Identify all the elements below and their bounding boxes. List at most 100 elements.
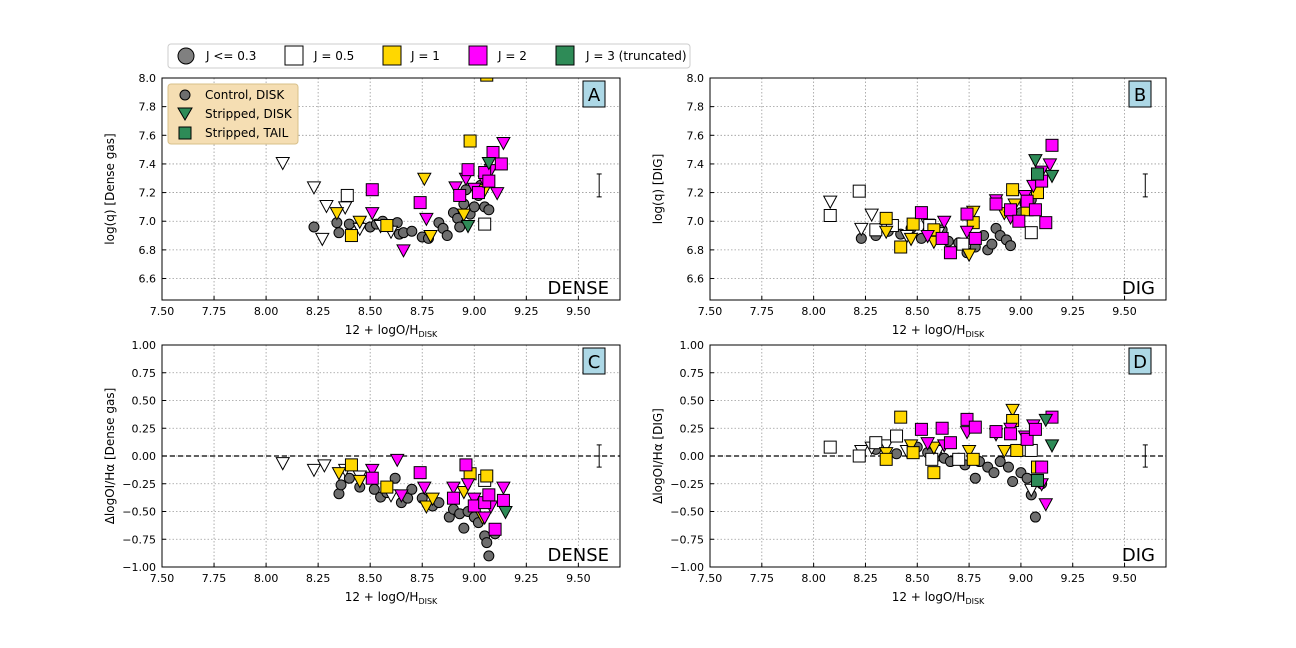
y-tick-label: 0.00 (680, 450, 705, 463)
x-tick-label: 8.00 (801, 305, 826, 318)
data-point-stripped-tail-j1 (480, 469, 494, 483)
panel-annotation: DIG (1122, 545, 1155, 566)
data-point-stripped-tail-j2 (968, 231, 982, 245)
x-tick-label: 9.00 (1009, 305, 1034, 318)
x-axis-label: 12 + logO/HDISK (345, 323, 438, 339)
y-tick-label: −0.50 (670, 506, 704, 519)
y-tick-label: −0.75 (670, 533, 704, 546)
data-point-stripped-disk-j1 (961, 248, 977, 263)
data-point-control-disk (308, 221, 320, 233)
panel-label: D (1133, 352, 1147, 373)
y-tick-label: 1.00 (132, 339, 157, 352)
y-tick-label: 0.75 (680, 367, 705, 380)
legend-label-j2: J = 2 (497, 49, 527, 63)
x-tick-label: 8.25 (853, 572, 878, 585)
data-markers (823, 403, 1060, 523)
data-point-stripped-disk-j2 (920, 437, 935, 451)
data-point-stripped-tail-j05 (852, 184, 866, 198)
data-point-stripped-tail-j2 (1045, 138, 1059, 152)
legend-label-j1: J = 1 (410, 49, 440, 63)
data-point-stripped-tail-j2 (960, 207, 974, 221)
y-tick-label: 6.8 (687, 244, 705, 257)
data-point-stripped-tail-j1 (463, 134, 477, 148)
data-point-stripped-tail-j1 (1010, 443, 1024, 457)
x-tick-label: 7.50 (698, 305, 723, 318)
data-point-stripped-tail-j2 (914, 422, 928, 436)
y-tick-label: −1.00 (122, 561, 156, 574)
legend-label-j3: J = 3 (truncated) (585, 49, 687, 63)
data-point-stripped-tail-j2 (1004, 427, 1018, 441)
data-point-stripped-disk-j3 (498, 506, 513, 520)
y-tick-label: 7.0 (687, 215, 705, 228)
x-tick-label: 8.75 (410, 572, 435, 585)
data-point-stripped-tail-j2 (471, 186, 485, 200)
inner-legend-label-stripped-tail: Stripped, TAIL (205, 126, 289, 140)
data-point-control-disk (891, 448, 903, 460)
data-point-stripped-disk-j1 (878, 225, 894, 240)
data-point-stripped-tail-j1 (906, 446, 920, 460)
data-point-stripped-tail-j1 (344, 229, 358, 243)
data-point-control-disk (1007, 476, 1019, 488)
data-point-stripped-tail-j1 (966, 452, 980, 466)
data-point-stripped-tail-j1 (879, 452, 893, 466)
y-tick-label: 7.8 (687, 101, 705, 114)
x-tick-label: 8.25 (306, 572, 331, 585)
data-point-stripped-tail-j1 (879, 211, 893, 225)
data-point-stripped-tail-j2 (486, 145, 500, 159)
data-point-stripped-tail-j2 (1028, 422, 1042, 436)
data-point-control-disk (481, 537, 493, 549)
data-point-stripped-tail-j2 (496, 493, 510, 507)
data-point-stripped-disk-j05 (275, 157, 291, 171)
panel-annotation: DIG (1122, 278, 1155, 299)
data-point-stripped-tail-j05 (869, 223, 883, 237)
y-tick-label: 0.25 (680, 422, 705, 435)
x-tick-label: 7.50 (150, 305, 175, 318)
data-point-control-disk (1029, 511, 1041, 523)
x-tick-label: 9.00 (1009, 572, 1034, 585)
data-point-stripped-tail-j2 (413, 196, 427, 210)
panel-label-box (582, 347, 606, 375)
data-point-stripped-disk-j2 (1038, 498, 1054, 512)
panel-D: 7.50 7.75 8.00 8.25 8.50 8.75 9.00 9.25 9.50 −1.0… (651, 339, 1167, 606)
data-point-stripped-tail-j2 (943, 246, 957, 260)
data-point-stripped-tail-j2 (494, 157, 508, 171)
y-tick-label: −0.25 (122, 478, 156, 491)
data-point-stripped-tail-j2 (935, 421, 949, 435)
data-point-stripped-disk-j2 (396, 244, 411, 258)
plot-frame (709, 344, 1167, 568)
data-point-control-disk (986, 238, 998, 250)
x-axis-label-main: 12 + logO/H (892, 590, 966, 604)
x-axis-label: 12 + logO/HDISK (892, 590, 985, 606)
inner-legend-label-control: Control, DISK (205, 88, 285, 102)
data-point-control-disk (1005, 240, 1017, 252)
inner-legend-label-stripped-disk: Stripped, DISK (205, 107, 293, 121)
panel-annotation: DENSE (548, 278, 610, 299)
legend-label-j05: J = 0.5 (313, 49, 354, 63)
data-point-stripped-disk-j05 (275, 457, 291, 471)
x-tick-label: 9.00 (462, 572, 487, 585)
data-point-control-disk (483, 550, 495, 562)
data-point-stripped-disk-j2 (496, 136, 511, 151)
data-point-stripped-disk-j2 (416, 481, 432, 496)
panel-label: C (588, 352, 601, 373)
data-point-control-disk (994, 456, 1006, 468)
y-tick-label: 7.2 (139, 187, 157, 200)
x-tick-label: 7.75 (750, 572, 775, 585)
x-axis-label-main: 12 + logO/H (892, 323, 966, 337)
y-tick-label: 6.6 (687, 273, 705, 286)
data-point-stripped-tail-j05 (952, 452, 966, 466)
data-point-stripped-disk-j1 (352, 474, 368, 489)
inner-legend: Control, DISK Stripped, DISK Stripped, T… (167, 83, 299, 145)
y-tick-label: 6.8 (139, 244, 157, 257)
x-tick-label: 8.50 (905, 572, 930, 585)
data-point-stripped-tail-j05 (823, 208, 837, 222)
panel-label: B (1134, 85, 1146, 106)
data-point-stripped-tail-j2 (1012, 214, 1026, 228)
legend-marker-j3 (555, 45, 575, 66)
legend-marker-j1 (382, 45, 402, 66)
data-point-stripped-tail-j2 (968, 420, 982, 434)
data-point-stripped-tail-j05 (1024, 226, 1038, 240)
data-point-stripped-tail-j1 (1006, 183, 1020, 197)
data-point-control-disk (483, 204, 495, 216)
data-point-stripped-disk-j05 (822, 195, 838, 210)
